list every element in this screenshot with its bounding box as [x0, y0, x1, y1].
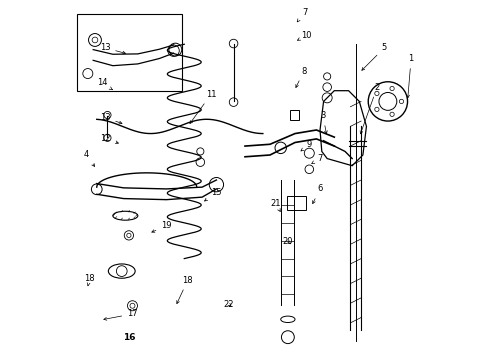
Circle shape	[127, 233, 131, 238]
Text: 6: 6	[313, 184, 323, 204]
Text: 17: 17	[104, 310, 138, 320]
Text: 4: 4	[83, 150, 95, 166]
Text: 7: 7	[297, 8, 308, 22]
Text: 18: 18	[84, 274, 95, 286]
Circle shape	[197, 148, 204, 155]
Text: 5: 5	[362, 43, 387, 70]
Text: 11: 11	[190, 90, 216, 123]
Circle shape	[104, 134, 111, 141]
Circle shape	[304, 148, 314, 158]
Circle shape	[92, 37, 98, 43]
Text: 16: 16	[122, 333, 135, 342]
Text: 7: 7	[312, 154, 323, 163]
Circle shape	[104, 111, 111, 118]
Text: 1: 1	[407, 54, 414, 98]
Text: 22: 22	[223, 300, 234, 309]
Circle shape	[196, 158, 205, 166]
Text: 8: 8	[296, 67, 307, 87]
Bar	[77, 14, 182, 91]
Circle shape	[390, 86, 394, 91]
Circle shape	[92, 184, 102, 195]
Circle shape	[124, 231, 134, 240]
Text: 18: 18	[177, 275, 193, 303]
Text: 15: 15	[204, 188, 221, 201]
Circle shape	[375, 107, 379, 112]
Circle shape	[130, 303, 135, 308]
Text: 14: 14	[97, 78, 113, 90]
Circle shape	[399, 99, 404, 104]
Circle shape	[209, 177, 223, 192]
Circle shape	[275, 142, 287, 154]
Circle shape	[169, 43, 182, 56]
Circle shape	[83, 68, 93, 78]
Circle shape	[390, 112, 394, 117]
Circle shape	[305, 165, 314, 174]
Circle shape	[89, 33, 101, 46]
Text: 2: 2	[360, 83, 380, 134]
Circle shape	[229, 98, 238, 107]
Circle shape	[322, 93, 332, 103]
Text: 20: 20	[283, 237, 293, 246]
Text: 10: 10	[297, 31, 312, 40]
Text: 12: 12	[100, 134, 119, 144]
Text: 9: 9	[301, 140, 312, 151]
Circle shape	[375, 91, 379, 95]
Circle shape	[281, 331, 294, 343]
Text: 3: 3	[320, 111, 327, 134]
Text: 19: 19	[152, 221, 172, 232]
Circle shape	[229, 39, 238, 48]
Text: 13: 13	[99, 113, 122, 124]
Circle shape	[323, 73, 331, 80]
Circle shape	[127, 301, 138, 311]
Text: 21: 21	[270, 199, 281, 211]
Text: 13: 13	[99, 43, 125, 54]
Circle shape	[323, 83, 331, 91]
Circle shape	[117, 266, 127, 276]
